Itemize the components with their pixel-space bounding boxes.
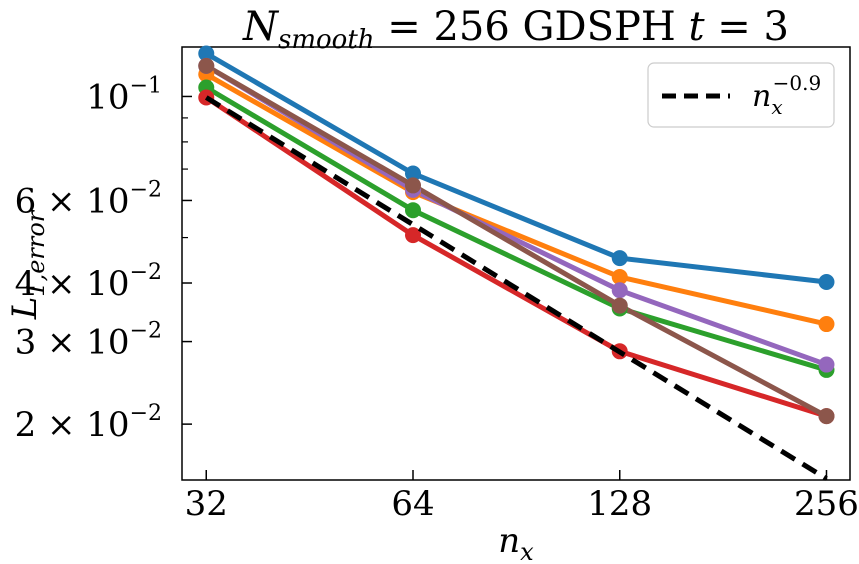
y-tick-label: 2 × 10−2: [15, 401, 162, 445]
series-line-orange: [205, 72, 828, 327]
y-axis-label: L1,error: [5, 209, 50, 320]
data-point-brown: [818, 408, 835, 425]
data-point-brown: [611, 297, 628, 314]
data-point-orange: [611, 268, 628, 285]
data-point-brown: [405, 177, 422, 194]
legend-label-reference: nx−0.9: [752, 71, 821, 119]
x-axis-label: nx: [498, 521, 534, 564]
data-point-purple: [818, 356, 835, 373]
data-point-orange: [818, 316, 835, 333]
series-line-brown: [205, 63, 828, 419]
series-line-red: [204, 95, 828, 419]
series-line-blue: [205, 51, 827, 285]
data-point-blue: [198, 45, 215, 62]
x-tick-label: 64: [391, 484, 434, 524]
data-point-red: [405, 227, 422, 244]
reference-line: [204, 95, 828, 481]
chart-title: Nsmooth = 256 GDSPH t = 3: [242, 4, 789, 55]
x-tick-label: 256: [794, 484, 859, 524]
x-tick-label: 128: [587, 484, 652, 524]
y-tick-label: 10−1: [86, 73, 162, 117]
legend-box: [647, 62, 835, 128]
y-tick-label: 3 × 10−2: [15, 319, 162, 363]
y-tick-label: 4 × 10−2: [15, 260, 162, 304]
plot-area: [181, 46, 851, 481]
data-point-purple: [611, 282, 628, 299]
series-layer: [198, 45, 835, 481]
data-point-green: [405, 202, 422, 219]
axes-frame: [181, 46, 851, 481]
data-point-blue: [818, 273, 835, 290]
series-line-green: [204, 85, 828, 373]
legend: nx−0.9: [647, 62, 835, 128]
data-point-blue: [611, 250, 628, 267]
tick-layer: 32 64 128 256 10−1 6 × 10−2 4 × 10−2 3 × 10−2 2 …: [15, 73, 859, 524]
y-tick-label: 6 × 10−2: [15, 177, 162, 221]
x-tick-label: 32: [185, 484, 228, 524]
data-point-blue: [405, 165, 422, 182]
data-point-brown: [198, 57, 215, 74]
